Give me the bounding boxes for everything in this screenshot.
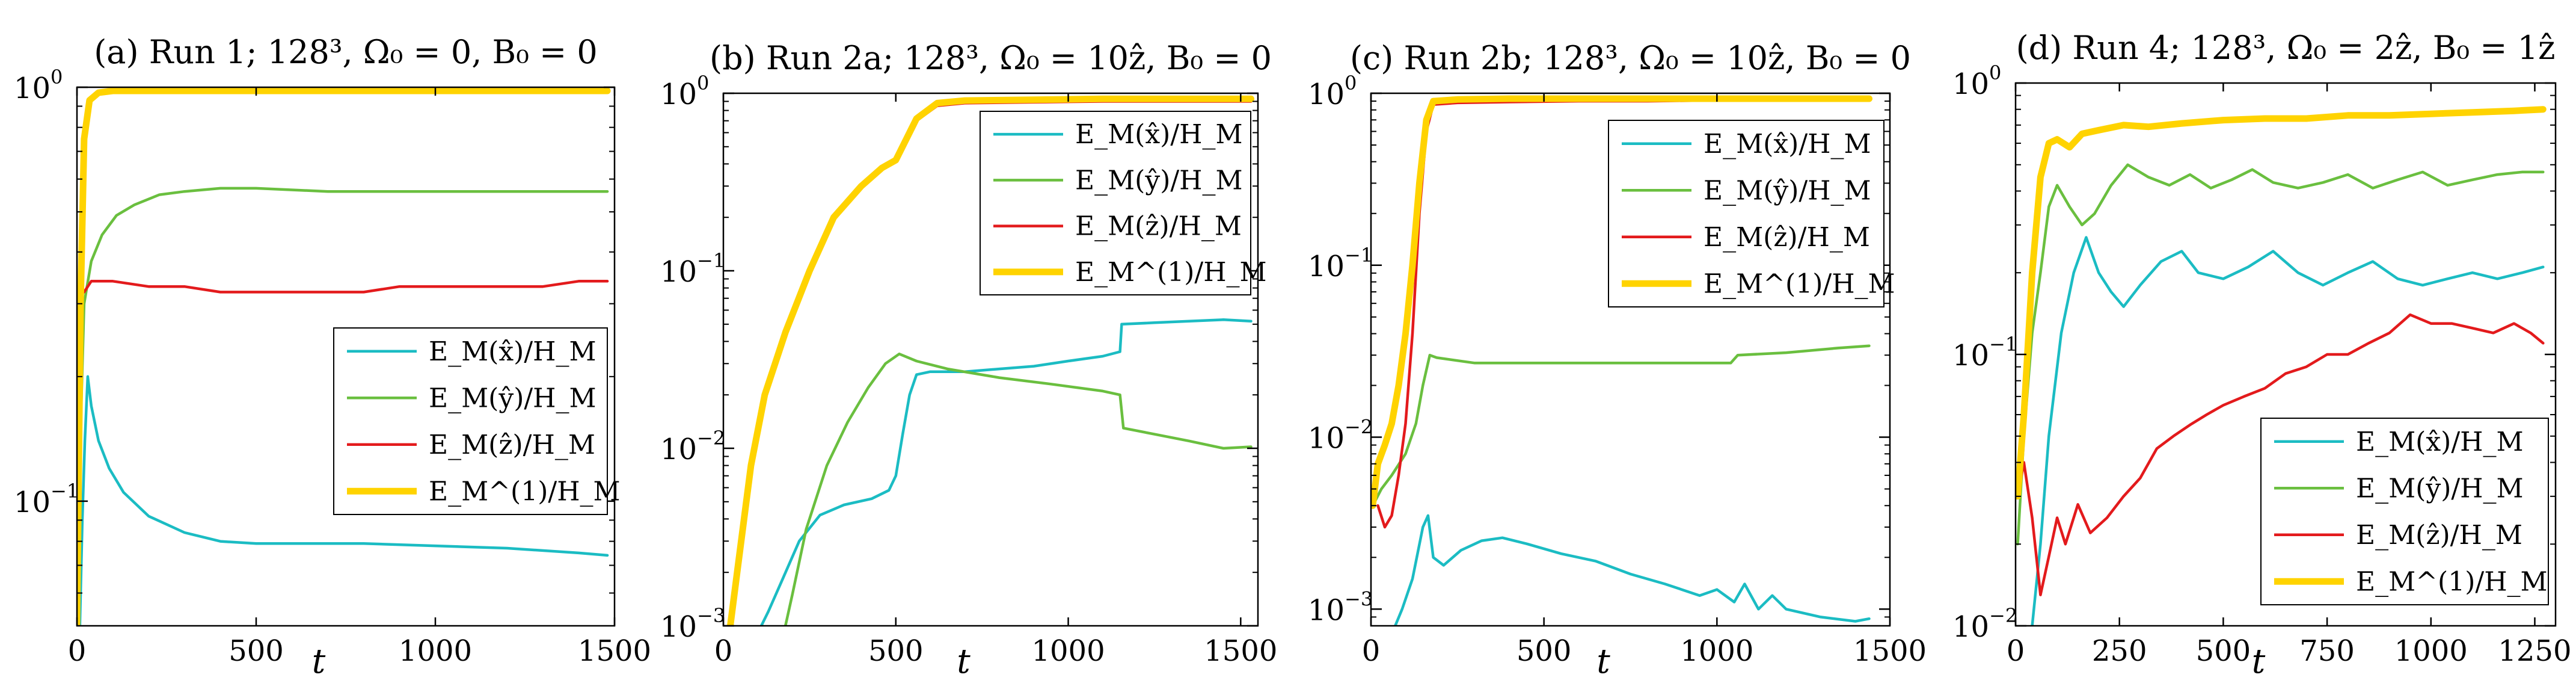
chart-title: (a) Run 1; 128³, Ω₀ = 0, B₀ = 0 [94, 33, 598, 71]
plot-frame [722, 92, 1259, 627]
x-tick-label: 1000 [399, 634, 472, 668]
y-tick-label: 10 [1952, 67, 1989, 101]
x-tick-label: 750 [2299, 634, 2355, 668]
x-tick-label: 1500 [1853, 634, 1927, 668]
plot-frame [1370, 92, 1891, 627]
legend-box [2260, 418, 2549, 605]
y-tick-exponent: 0 [1989, 61, 2001, 84]
x-tick-label: 500 [228, 634, 284, 668]
y-tick-exponent: 0 [697, 72, 709, 94]
series-line-1 [759, 318, 1253, 626]
y-tick-label: 10 [1952, 610, 1989, 644]
y-tick-exponent: −2 [1345, 416, 1373, 439]
x-axis-label: t [957, 642, 971, 681]
series-line-2 [79, 187, 609, 430]
legend-box [333, 327, 608, 515]
panel-c: (c) Run 2b; 128³, Ω₀ = 10ẑ, B₀ = 00 500 10… [1308, 39, 1927, 681]
series-line-2 [784, 352, 1253, 626]
series-line-4 [77, 87, 611, 626]
y-tick-label: 10 [1952, 339, 1989, 372]
x-axis-label: t [312, 642, 326, 681]
y-tick-exponent: −1 [1345, 244, 1373, 267]
x-axis-label: t [1596, 642, 1610, 681]
x-tick-label: 250 [2092, 634, 2147, 668]
plot-frame [76, 86, 616, 627]
y-tick-label: 10 [14, 72, 51, 105]
series-line-3 [2016, 313, 2545, 596]
y-tick-label: 10 [1308, 78, 1345, 111]
chart-title: (d) Run 4; 128³, Ω₀ = 2ẑ, B₀ = 1ẑ [2016, 29, 2556, 67]
y-tick-label: 10 [660, 255, 697, 289]
legend-label-1: E_M(x̂)/H_M [1704, 129, 1871, 159]
x-tick-label: 500 [868, 634, 924, 668]
legend-label-4: E_M^(1)/H_M [1075, 257, 1267, 288]
legend-box [980, 111, 1251, 295]
series-line-4 [727, 95, 1254, 626]
x-tick-label: 1000 [1031, 634, 1105, 668]
legend-label-4: E_M^(1)/H_M [429, 476, 621, 507]
y-tick-label: 10 [660, 433, 697, 466]
y-tick-label: 10 [660, 610, 697, 644]
legend-label-1: E_M(x̂)/H_M [429, 336, 596, 367]
legend-label-2: E_M(ŷ)/H_M [1704, 175, 1871, 206]
legend-label-2: E_M(ŷ)/H_M [1075, 165, 1243, 196]
legend-label-3: E_M(ẑ)/H_M [2356, 520, 2522, 551]
panel-b: (b) Run 2a; 128³, Ω₀ = 10ẑ, B₀ = 00 500 10… [660, 39, 1277, 681]
panel-a: (a) Run 1; 128³, Ω₀ = 0, B₀ = 0 0 500 1000 1… [14, 33, 651, 681]
x-tick-label: 1500 [1204, 634, 1277, 668]
y-tick-label: 10 [1308, 422, 1345, 456]
x-tick-label: 0 [2007, 634, 2025, 668]
x-tick-label: 1000 [2394, 634, 2468, 668]
series-line-2 [1371, 344, 1871, 507]
legend-label-3: E_M(ẑ)/H_M [429, 430, 595, 460]
series-line-1 [77, 375, 609, 626]
x-tick-label: 0 [68, 634, 87, 668]
series-line-4 [1371, 95, 1872, 509]
x-tick-label: 1250 [2498, 634, 2571, 668]
legend-label-2: E_M(ŷ)/H_M [429, 383, 596, 413]
y-tick-label: 10 [1308, 593, 1345, 627]
y-tick-label: 10 [660, 78, 697, 111]
y-tick-label: 10 [1308, 250, 1345, 283]
x-tick-label: 0 [1362, 634, 1381, 668]
legend-label-3: E_M(ẑ)/H_M [1075, 211, 1242, 242]
legend-label-1: E_M(x̂)/H_M [2356, 427, 2524, 457]
y-tick-exponent: −2 [697, 427, 725, 449]
chart-title: (b) Run 2a; 128³, Ω₀ = 10ẑ, B₀ = 0 [710, 39, 1272, 77]
legend-label-3: E_M(ẑ)/H_M [1704, 222, 1870, 253]
x-tick-label: 0 [714, 634, 733, 668]
x-tick-label: 1000 [1680, 634, 1753, 668]
y-tick-exponent: −3 [697, 604, 725, 627]
series-line-3 [82, 280, 609, 294]
legend-box [1608, 120, 1884, 307]
panel-d: (d) Run 4; 128³, Ω₀ = 2ẑ, B₀ = 1ẑ 0 250 500… [1952, 29, 2572, 681]
x-axis-label: t [2252, 642, 2266, 681]
x-tick-label: 1500 [578, 634, 651, 668]
y-tick-exponent: 0 [1345, 72, 1357, 94]
series-line-1 [1394, 514, 1871, 626]
y-tick-label: 10 [14, 486, 51, 519]
series-line-2 [2016, 163, 2545, 546]
y-tick-exponent: 0 [51, 66, 63, 88]
x-tick-label: 500 [2196, 634, 2251, 668]
y-tick-exponent: −3 [1345, 587, 1373, 610]
legend-label-2: E_M(ŷ)/H_M [2356, 473, 2524, 504]
y-tick-exponent: −1 [51, 480, 79, 502]
x-tick-label: 500 [1516, 634, 1572, 668]
series-line-1 [2031, 236, 2545, 626]
legend-label-4: E_M^(1)/H_M [2356, 566, 2548, 597]
chart-title: (c) Run 2b; 128³, Ω₀ = 10ẑ, B₀ = 0 [1350, 39, 1911, 77]
series-line-4 [2016, 106, 2547, 500]
legend-label-4: E_M^(1)/H_M [1704, 268, 1895, 299]
y-tick-exponent: −1 [697, 249, 725, 272]
y-tick-exponent: −1 [1989, 333, 2017, 356]
y-tick-exponent: −2 [1989, 604, 2017, 627]
legend-label-1: E_M(x̂)/H_M [1075, 119, 1243, 150]
